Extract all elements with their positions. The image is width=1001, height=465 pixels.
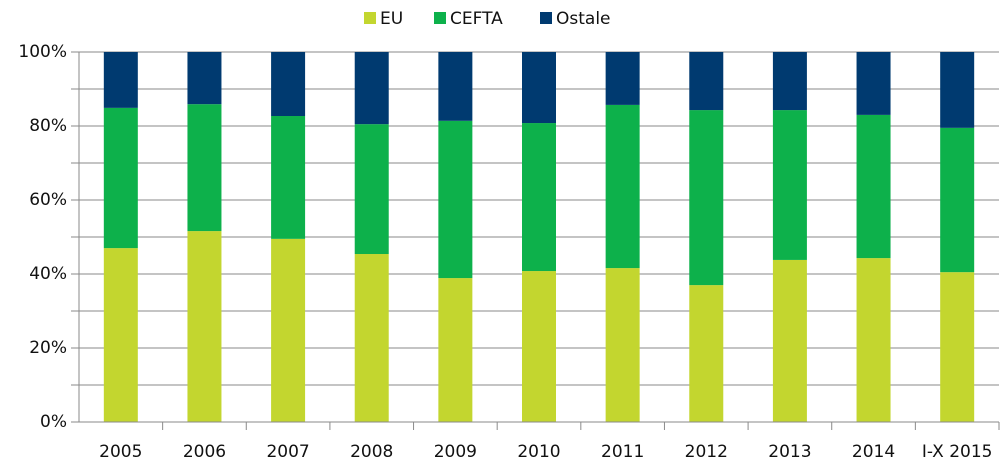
bar-segment	[772, 110, 807, 260]
x-tick-label: 2008	[350, 442, 393, 462]
x-tick-label: 2006	[183, 442, 226, 462]
y-tick-label: 20%	[29, 338, 67, 358]
x-tick-label: 2007	[266, 442, 309, 462]
y-tick-label: 100%	[18, 42, 67, 62]
x-tick-label: 2013	[768, 442, 811, 462]
bar-segment	[354, 124, 389, 255]
bar-segment	[522, 123, 556, 272]
y-tick-label: 60%	[29, 190, 67, 210]
legend-label: CEFTA	[450, 9, 503, 29]
legend-swatch	[364, 12, 376, 24]
bar-segment	[772, 259, 807, 422]
bar-segment	[522, 52, 556, 124]
y-tick-label: 40%	[29, 264, 67, 284]
bar-segment	[940, 52, 975, 128]
bar-segment	[103, 107, 138, 249]
x-tick-label: 2014	[852, 442, 895, 462]
bar-segment	[438, 278, 473, 422]
y-tick-label: 0%	[40, 412, 67, 432]
bar-segment	[103, 52, 138, 108]
bar-segment	[605, 104, 640, 269]
bar-segment	[271, 116, 306, 239]
y-tick-label: 80%	[29, 116, 67, 136]
bar-segment	[103, 248, 138, 422]
bar-segment	[354, 52, 389, 125]
bar-segment	[187, 231, 222, 422]
bar-segment	[605, 268, 640, 422]
bar-segment	[856, 258, 891, 422]
bar-segment	[772, 52, 807, 111]
legend-label: Ostale	[556, 9, 611, 29]
legend-label: EU	[380, 9, 403, 29]
bar-segment	[856, 52, 891, 115]
bar-segment	[940, 272, 975, 422]
bar-segment	[271, 52, 306, 117]
bar-segment	[354, 254, 389, 422]
legend-swatch	[540, 12, 552, 24]
legend-swatch	[434, 12, 446, 24]
x-tick-label: 2011	[601, 442, 644, 462]
x-tick-label: 2010	[517, 442, 560, 462]
bar-segment	[438, 52, 473, 121]
x-tick-label: 2012	[685, 442, 728, 462]
bar-segment	[522, 271, 556, 422]
bar-segment	[940, 127, 975, 273]
bar-segment	[689, 52, 724, 111]
x-tick-label: 2009	[434, 442, 477, 462]
bar-segment	[187, 52, 222, 105]
bar-segment	[605, 52, 640, 105]
bar-segment	[271, 238, 306, 422]
x-tick-label: I-X 2015	[922, 442, 993, 462]
bar-segment	[187, 104, 222, 232]
bar-segment	[689, 110, 724, 286]
bar-segment	[856, 114, 891, 259]
x-tick-label: 2005	[99, 442, 142, 462]
bar-segment	[438, 120, 473, 279]
bar-segment	[689, 285, 724, 422]
